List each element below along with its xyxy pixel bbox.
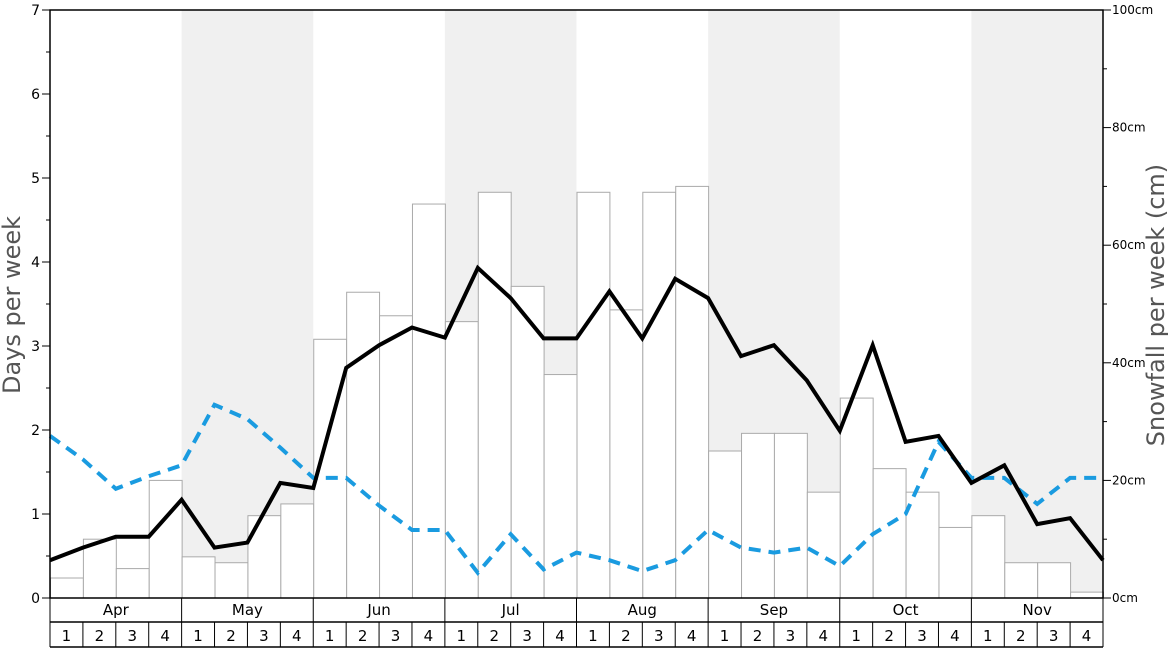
week-label: 1 xyxy=(325,627,335,645)
week-label: 2 xyxy=(226,627,236,645)
week-label: 1 xyxy=(720,627,730,645)
week-label: 1 xyxy=(193,627,203,645)
right-tick-label: 40cm xyxy=(1112,356,1146,370)
shade-may xyxy=(181,10,314,598)
week-label: 2 xyxy=(95,627,105,645)
week-label: 4 xyxy=(950,627,960,645)
left-tick-label: 4 xyxy=(31,255,40,271)
snowfall-bars xyxy=(50,185,1104,599)
week-label: 2 xyxy=(753,627,763,645)
month-label: Sep xyxy=(760,601,788,619)
week-label: 4 xyxy=(819,627,829,645)
right-tick-label: 60cm xyxy=(1112,238,1146,252)
day-lines xyxy=(48,264,1105,576)
right-tick-label: 100cm xyxy=(1112,3,1153,17)
left-tick-label: 6 xyxy=(31,87,40,103)
snowfall-bar xyxy=(675,185,710,599)
snowfall-bar xyxy=(938,526,973,599)
left-axis: 0 1 2 3 4 5 6 7 xyxy=(31,3,50,607)
week-label: 1 xyxy=(588,627,598,645)
week-label: 2 xyxy=(489,627,499,645)
left-tick-label: 7 xyxy=(31,3,40,19)
week-label: 1 xyxy=(851,627,861,645)
week-label: 2 xyxy=(358,627,368,645)
week-label: 4 xyxy=(687,627,697,645)
shade-nov xyxy=(971,10,1103,598)
snowfall-bar xyxy=(642,191,677,599)
snowfall-bar xyxy=(1037,562,1072,599)
month-label: May xyxy=(232,601,263,619)
snowfall-bar xyxy=(1004,562,1039,599)
week-label: 1 xyxy=(62,627,72,645)
month-label: Aug xyxy=(628,601,657,619)
dashed-line-series xyxy=(48,402,1103,576)
left-axis-title: Days per week xyxy=(0,216,26,394)
week-label: 2 xyxy=(621,627,631,645)
left-tick-label: 0 xyxy=(31,591,40,607)
snowfall-bar xyxy=(741,432,775,599)
snowfall-bar xyxy=(773,432,808,599)
week-label: 3 xyxy=(654,627,664,645)
month-week-axis: Apr 1 2 3 4 May 1 2 3 4 Jun 1 2 3 4 Jul 1 2 3 4 Aug 1 2 3 4 Sep 1 2… xyxy=(49,598,1104,648)
week-label: 2 xyxy=(884,627,894,645)
snowfall-bar xyxy=(181,556,216,599)
snowfall-bar xyxy=(411,203,446,599)
right-tick-label: 20cm xyxy=(1112,473,1146,487)
left-tick-label: 5 xyxy=(31,171,40,187)
snowfall-bar xyxy=(214,562,249,599)
week-label: 3 xyxy=(391,627,401,645)
snowfall-bar xyxy=(148,479,183,599)
snowfall-bar xyxy=(510,285,545,599)
snowfall-bar xyxy=(115,568,150,599)
snowfall-bar xyxy=(444,321,479,599)
right-tick-label: 0cm xyxy=(1112,591,1138,605)
snowfall-bar xyxy=(1070,591,1104,599)
week-label: 1 xyxy=(983,627,993,645)
week-label: 3 xyxy=(522,627,532,645)
month-label: Jun xyxy=(366,601,390,619)
snowfall-bar xyxy=(609,309,644,599)
left-tick-label: 3 xyxy=(31,339,40,355)
week-label: 1 xyxy=(457,627,467,645)
snowfall-bar xyxy=(839,397,874,599)
snowfall-bar xyxy=(82,538,117,599)
solid-line-series xyxy=(49,264,1105,563)
left-tick-label: 2 xyxy=(31,423,40,439)
snowfall-bar xyxy=(576,191,611,599)
snowfall-bar xyxy=(280,503,315,599)
week-label: 3 xyxy=(1049,627,1059,645)
week-label: 3 xyxy=(259,627,269,645)
snowfall-bar xyxy=(477,191,512,599)
week-label: 4 xyxy=(1082,627,1092,645)
week-label: 4 xyxy=(160,627,170,645)
snowfall-bar xyxy=(905,491,940,599)
right-tick-label: 80cm xyxy=(1112,121,1146,135)
week-label: 3 xyxy=(917,627,927,645)
right-axis-title: Snowfall per week (cm) xyxy=(1142,164,1168,446)
right-axis: 0cm 20cm 40cm 60cm 80cm 100cm xyxy=(1103,3,1153,605)
snowfall-bar xyxy=(971,515,1006,599)
week-label: 3 xyxy=(786,627,796,645)
week-label: 4 xyxy=(555,627,565,645)
left-tick-label: 1 xyxy=(31,507,40,523)
month-label: Nov xyxy=(1023,601,1052,619)
month-label: Jul xyxy=(501,601,520,619)
snowfall-bar xyxy=(872,468,907,599)
snowfall-bar xyxy=(708,450,743,599)
week-label: 2 xyxy=(1016,627,1026,645)
month-label: Oct xyxy=(893,601,919,619)
week-label: 4 xyxy=(292,627,302,645)
snowfall-bar xyxy=(346,291,381,599)
week-label: 3 xyxy=(127,627,137,645)
snowfall-bar xyxy=(543,374,578,599)
month-label: Apr xyxy=(103,601,130,619)
snowfall-bar xyxy=(247,515,282,599)
snowfall-bar xyxy=(806,491,841,599)
snowfall-bar xyxy=(379,315,413,599)
week-label: 4 xyxy=(424,627,434,645)
snowfall-bar xyxy=(50,577,84,599)
